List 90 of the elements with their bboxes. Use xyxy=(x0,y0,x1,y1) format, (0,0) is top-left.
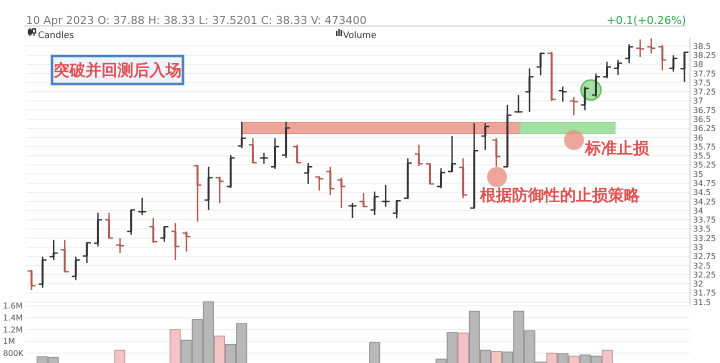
y-tick-label: 33.75 xyxy=(693,216,716,225)
y-tick-label: 31.5 xyxy=(693,298,711,307)
candlestick xyxy=(104,212,114,239)
y-tick-label: 35.75 xyxy=(693,142,716,152)
candlestick xyxy=(425,162,435,185)
candlestick xyxy=(314,176,324,192)
annotation: Candles xyxy=(38,31,74,42)
y-tick-label: 34 xyxy=(693,206,704,216)
y-tick-label: 37 xyxy=(693,96,704,106)
candlestick xyxy=(71,256,80,281)
candlestick xyxy=(658,44,668,71)
y-tick-label: 37.25 xyxy=(693,88,716,97)
y-tick-label: 38 xyxy=(693,60,704,70)
candlestick xyxy=(48,239,58,261)
y-tick-label: 33.5 xyxy=(693,224,711,234)
candlestick xyxy=(580,86,590,111)
candlestick xyxy=(204,166,214,211)
annotation: Volume xyxy=(343,31,377,42)
candlestick xyxy=(182,230,192,252)
y-tick-label: 32.5 xyxy=(693,261,711,270)
y-tick-label: 36.5 xyxy=(693,114,711,124)
candlestick xyxy=(60,239,70,272)
y-tick-label: 37.5 xyxy=(693,78,711,88)
y-tick-label: 35.5 xyxy=(693,152,711,161)
candlestick xyxy=(558,86,568,102)
y-tick-label: 35.25 xyxy=(693,160,716,170)
y-tick-label: 37.75 xyxy=(693,69,716,78)
candlestick xyxy=(380,184,390,208)
y-tick-label: 33.25 xyxy=(693,234,716,243)
candlestick xyxy=(492,138,502,168)
candlestick xyxy=(447,135,457,172)
y-tick-label: 32 xyxy=(693,280,704,289)
candlestick xyxy=(392,199,402,220)
candlestick xyxy=(304,162,313,185)
text: +0.1(+0.26%) xyxy=(606,14,686,27)
text: 突破并回测后入场 xyxy=(52,60,182,80)
candlestick xyxy=(292,144,302,164)
candlestick xyxy=(170,222,180,261)
y-tick-label: 34.5 xyxy=(693,188,711,198)
candlestick xyxy=(26,269,36,291)
y-tick-label: 38.5 xyxy=(693,42,711,51)
candlestick xyxy=(93,212,103,248)
candlestick xyxy=(326,166,336,196)
y-tick-label: 1M xyxy=(3,337,16,346)
candlestick xyxy=(237,121,246,149)
candlestick xyxy=(646,38,656,54)
candlestick xyxy=(370,190,380,216)
candlestick xyxy=(248,138,258,164)
candlestick xyxy=(524,68,534,113)
candlestick xyxy=(115,237,125,254)
y-tick-label: 1.2M xyxy=(3,325,23,334)
annotation: 标准止损 xyxy=(584,138,650,158)
candlestick xyxy=(270,138,280,170)
candlestick xyxy=(192,164,202,222)
y-tick-label: 35 xyxy=(693,170,704,179)
candlestick xyxy=(126,209,136,236)
y-tick-label: 34.25 xyxy=(693,197,716,206)
candlestick xyxy=(613,59,623,76)
candlestick xyxy=(336,177,346,209)
candlestick xyxy=(82,242,92,264)
candlestick xyxy=(536,52,546,76)
y-tick-label: 36 xyxy=(693,133,704,142)
candlestick xyxy=(636,38,645,58)
candlestick xyxy=(668,54,678,72)
candlestick xyxy=(569,96,578,116)
y-tick-label: 36.25 xyxy=(693,124,716,134)
candlestick xyxy=(160,226,170,242)
candlestick xyxy=(591,72,601,98)
y-tick-label: 31.75 xyxy=(693,288,716,298)
y-tick-label: 1.4M xyxy=(3,314,23,323)
candlestick xyxy=(214,176,224,204)
candlestick xyxy=(259,152,269,165)
y-tick-label: 36.75 xyxy=(693,106,716,115)
y-tick-label: 34.75 xyxy=(693,179,716,188)
candlestick xyxy=(148,217,158,244)
y-tick-label: 32.25 xyxy=(693,270,716,280)
candlestick xyxy=(348,202,358,219)
y-tick-label: 1.6M xyxy=(3,302,23,311)
candlestick xyxy=(358,192,368,208)
y-tick-label: 32.75 xyxy=(693,252,716,262)
text: 10 Apr 2023 O: 37.88 H: 38.33 L: 37.5201 C: 38.33 V: 473400 xyxy=(26,14,367,27)
candlestick xyxy=(602,61,612,79)
candlestick xyxy=(480,122,490,151)
y-tick-label: 38.25 xyxy=(693,50,716,60)
y-tick-label: 800K xyxy=(3,348,24,358)
y-tick-label: 33 xyxy=(693,243,704,252)
candlestick xyxy=(624,44,634,64)
candlestick xyxy=(436,168,446,190)
annotation: 根据防御性的止损策略 xyxy=(479,186,641,205)
candlestick xyxy=(414,144,424,167)
